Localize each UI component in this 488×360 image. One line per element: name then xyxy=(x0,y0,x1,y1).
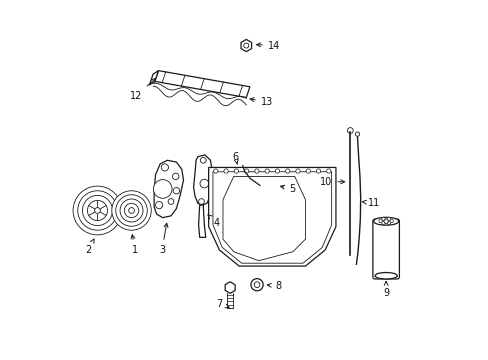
Polygon shape xyxy=(155,71,249,98)
Circle shape xyxy=(124,203,139,218)
Text: 3: 3 xyxy=(159,223,167,255)
Polygon shape xyxy=(223,176,305,261)
Circle shape xyxy=(200,157,206,163)
Polygon shape xyxy=(262,174,273,183)
Circle shape xyxy=(383,219,387,224)
Circle shape xyxy=(234,169,238,173)
Circle shape xyxy=(244,43,248,48)
Circle shape xyxy=(153,180,172,198)
Text: 7: 7 xyxy=(216,299,229,309)
Circle shape xyxy=(112,191,151,230)
Circle shape xyxy=(275,169,279,173)
Text: 9: 9 xyxy=(382,282,388,298)
Circle shape xyxy=(254,169,259,173)
Circle shape xyxy=(82,195,112,226)
Circle shape xyxy=(326,169,330,173)
Circle shape xyxy=(161,164,168,171)
Circle shape xyxy=(264,169,269,173)
Text: 14: 14 xyxy=(256,41,280,50)
Circle shape xyxy=(173,188,179,194)
Circle shape xyxy=(172,173,179,180)
Circle shape xyxy=(386,221,390,225)
Circle shape xyxy=(268,188,273,193)
Circle shape xyxy=(305,169,310,173)
Circle shape xyxy=(355,132,359,136)
FancyBboxPatch shape xyxy=(372,219,399,279)
Circle shape xyxy=(316,169,320,173)
Ellipse shape xyxy=(373,217,398,225)
Polygon shape xyxy=(241,40,251,51)
Circle shape xyxy=(116,195,147,226)
Text: 11: 11 xyxy=(362,198,380,208)
Polygon shape xyxy=(149,71,158,85)
Circle shape xyxy=(224,169,228,173)
Circle shape xyxy=(250,279,263,291)
Polygon shape xyxy=(225,282,235,293)
Circle shape xyxy=(295,169,300,173)
Text: 1: 1 xyxy=(131,235,138,255)
Circle shape xyxy=(378,219,382,223)
Text: 5: 5 xyxy=(280,184,295,194)
Text: 8: 8 xyxy=(267,281,281,291)
Circle shape xyxy=(200,179,208,188)
Polygon shape xyxy=(193,155,212,205)
Circle shape xyxy=(386,217,390,221)
Circle shape xyxy=(213,169,218,173)
Circle shape xyxy=(389,219,392,223)
Circle shape xyxy=(346,128,352,134)
Circle shape xyxy=(168,199,174,204)
Circle shape xyxy=(381,221,385,225)
Text: 12: 12 xyxy=(130,78,155,101)
Polygon shape xyxy=(208,167,335,266)
Circle shape xyxy=(198,199,204,204)
Text: 13: 13 xyxy=(249,97,272,107)
Text: 6: 6 xyxy=(232,152,238,165)
Polygon shape xyxy=(261,196,274,202)
Polygon shape xyxy=(198,205,205,237)
Circle shape xyxy=(73,186,122,235)
Text: 10: 10 xyxy=(320,177,344,187)
Circle shape xyxy=(155,202,163,209)
Circle shape xyxy=(120,199,142,222)
Polygon shape xyxy=(212,172,331,263)
Circle shape xyxy=(128,208,134,213)
Circle shape xyxy=(78,191,117,230)
Ellipse shape xyxy=(374,273,396,279)
Circle shape xyxy=(254,282,260,288)
FancyBboxPatch shape xyxy=(258,181,277,198)
Circle shape xyxy=(87,201,107,221)
Polygon shape xyxy=(154,160,183,218)
Text: 4: 4 xyxy=(207,215,220,228)
Circle shape xyxy=(262,188,266,193)
Circle shape xyxy=(381,217,385,221)
Circle shape xyxy=(285,169,289,173)
Text: 2: 2 xyxy=(85,239,94,255)
Circle shape xyxy=(94,208,100,213)
Circle shape xyxy=(244,169,248,173)
